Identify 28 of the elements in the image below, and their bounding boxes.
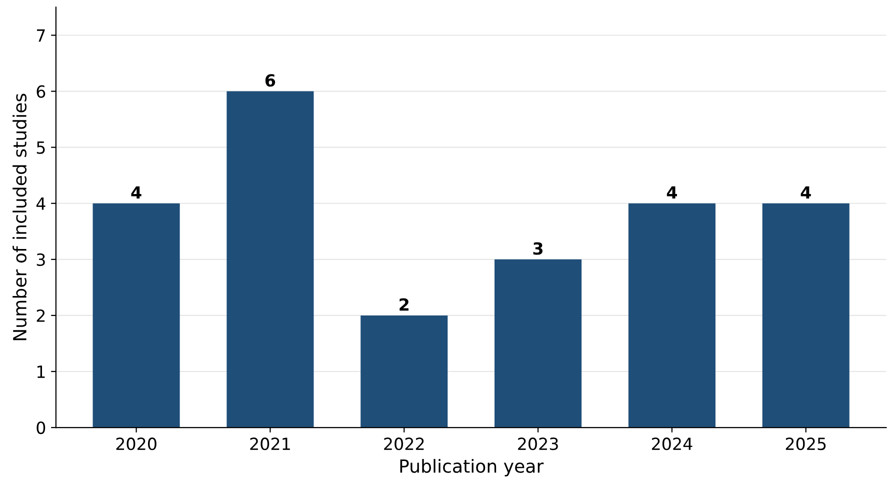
x-tick-label: 2023 (518, 438, 558, 450)
x-axis-title: Publication year (400, 458, 544, 476)
y-tick-label: 2 (36, 309, 45, 322)
data-label: 4 (131, 186, 142, 199)
bar (226, 91, 314, 428)
y-tick-label: 6 (36, 85, 46, 98)
data-label: 4 (666, 186, 677, 199)
x-tick-label: 2025 (786, 438, 826, 450)
y-axis-title: Number of included studies (12, 94, 27, 340)
bar (494, 259, 582, 428)
x-tick-label: 2022 (384, 438, 424, 450)
x-tick-label: 2024 (652, 438, 692, 450)
y-tick-label: 7 (36, 29, 45, 42)
data-label: 2 (400, 298, 408, 311)
bar (92, 203, 180, 428)
x-tick-label: 2021 (250, 438, 290, 450)
y-tick-label: 4 (36, 198, 46, 210)
y-tick-label: 5 (36, 142, 45, 154)
bar (628, 203, 716, 428)
bar (762, 203, 850, 428)
y-tick-label: 0 (36, 421, 46, 434)
data-label: 3 (533, 242, 543, 255)
y-tick-label: 3 (36, 253, 45, 266)
data-label: 4 (800, 186, 811, 199)
x-tick-label: 2020 (116, 438, 156, 450)
y-tick-label: 1 (37, 366, 45, 378)
data-label: 6 (265, 74, 276, 87)
bar (360, 315, 448, 428)
